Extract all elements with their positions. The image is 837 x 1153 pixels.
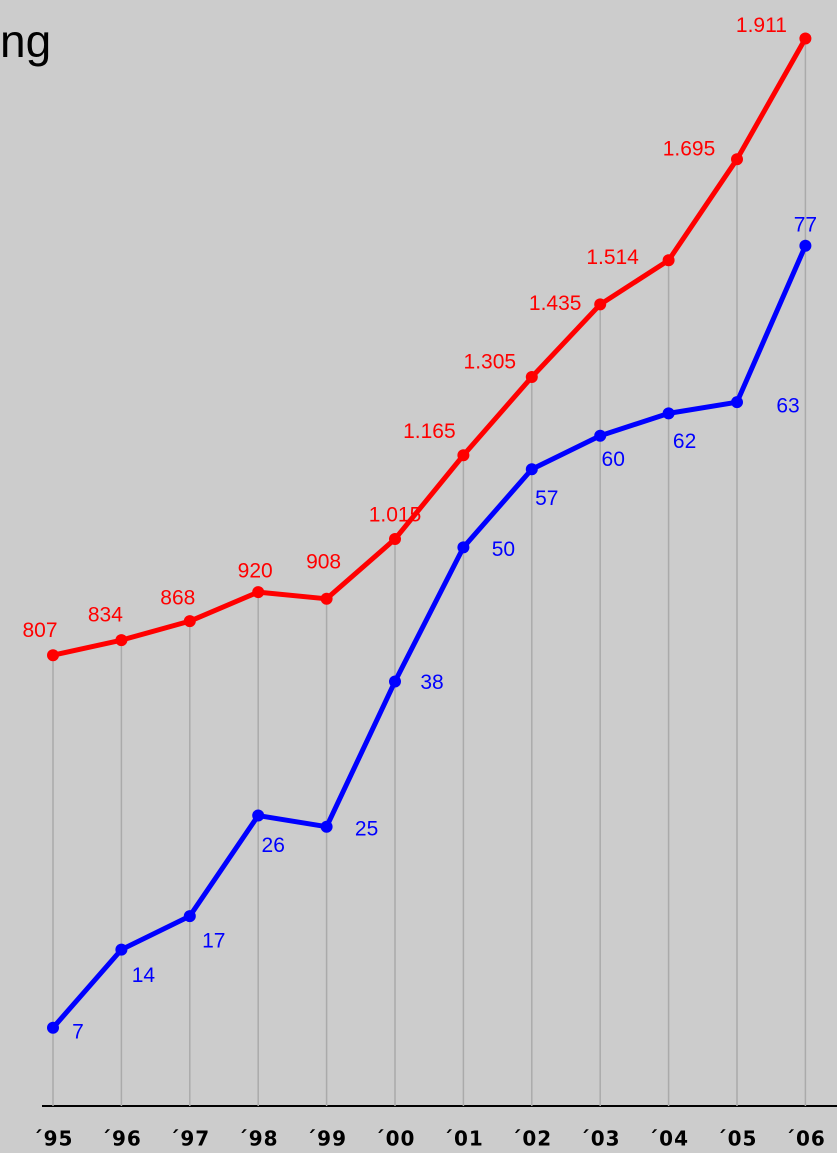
data-point: [525, 463, 538, 476]
data-label: 1.435: [529, 292, 582, 315]
data-label: 57: [535, 487, 558, 510]
data-label: 868: [160, 587, 195, 610]
data-label: 50: [492, 538, 515, 561]
data-point: [731, 153, 743, 166]
data-label: 14: [132, 964, 156, 987]
data-label: 25: [355, 817, 378, 840]
data-point: [320, 820, 333, 833]
x-tick-label: ´97: [169, 1127, 210, 1151]
x-tick-label: ´96: [101, 1127, 142, 1151]
data-point: [389, 533, 401, 546]
data-point: [252, 809, 265, 822]
x-tick-label: ´95: [33, 1127, 74, 1151]
x-tick-label: ´00: [375, 1127, 416, 1151]
x-tick-label: ´03: [580, 1127, 621, 1151]
data-point: [594, 429, 607, 442]
data-point: [115, 943, 128, 956]
data-label: 908: [306, 550, 341, 573]
chart-title: ng: [0, 15, 51, 67]
data-label: 1.514: [586, 246, 639, 269]
data-point: [662, 407, 675, 420]
data-label: 7: [72, 1020, 84, 1043]
x-tick-label: ´06: [785, 1127, 826, 1151]
data-point: [47, 649, 59, 662]
data-label: 77: [794, 213, 817, 236]
data-point: [115, 634, 128, 647]
x-tick-label: ´01: [443, 1127, 484, 1151]
data-label: 26: [262, 834, 285, 857]
x-tick-label: ´98: [238, 1127, 279, 1151]
data-label: 920: [238, 560, 273, 583]
data-point: [799, 239, 812, 252]
data-label: 62: [673, 430, 696, 453]
data-point: [252, 586, 265, 599]
data-point: [183, 910, 196, 923]
data-label: 1.911: [736, 14, 787, 37]
data-label: 38: [420, 671, 443, 694]
data-label: 60: [602, 448, 625, 471]
series-line: [52, 37, 808, 658]
data-label: 1.305: [464, 351, 517, 374]
data-point: [799, 32, 812, 45]
data-label: 834: [88, 604, 123, 627]
data-point: [525, 371, 538, 384]
series-line: [51, 244, 808, 1030]
data-label: 1.015: [369, 504, 422, 527]
data-point: [594, 298, 607, 311]
data-label: 1.165: [403, 420, 456, 443]
data-point: [183, 615, 196, 628]
data-point: [457, 541, 470, 554]
data-label: 1.695: [663, 138, 716, 161]
data-label: 63: [776, 395, 799, 418]
data-point: [457, 449, 470, 462]
x-tick-label: ´02: [511, 1127, 552, 1151]
x-tick-label: ´05: [717, 1127, 758, 1151]
x-tick-label: ´04: [648, 1127, 689, 1151]
data-point: [731, 396, 743, 409]
data-point: [662, 254, 675, 267]
data-label: 807: [22, 619, 57, 642]
data-point: [47, 1021, 59, 1034]
data-label: 17: [202, 930, 225, 953]
data-point: [320, 592, 333, 605]
data-point: [389, 675, 401, 688]
x-tick-label: ´99: [306, 1127, 347, 1151]
